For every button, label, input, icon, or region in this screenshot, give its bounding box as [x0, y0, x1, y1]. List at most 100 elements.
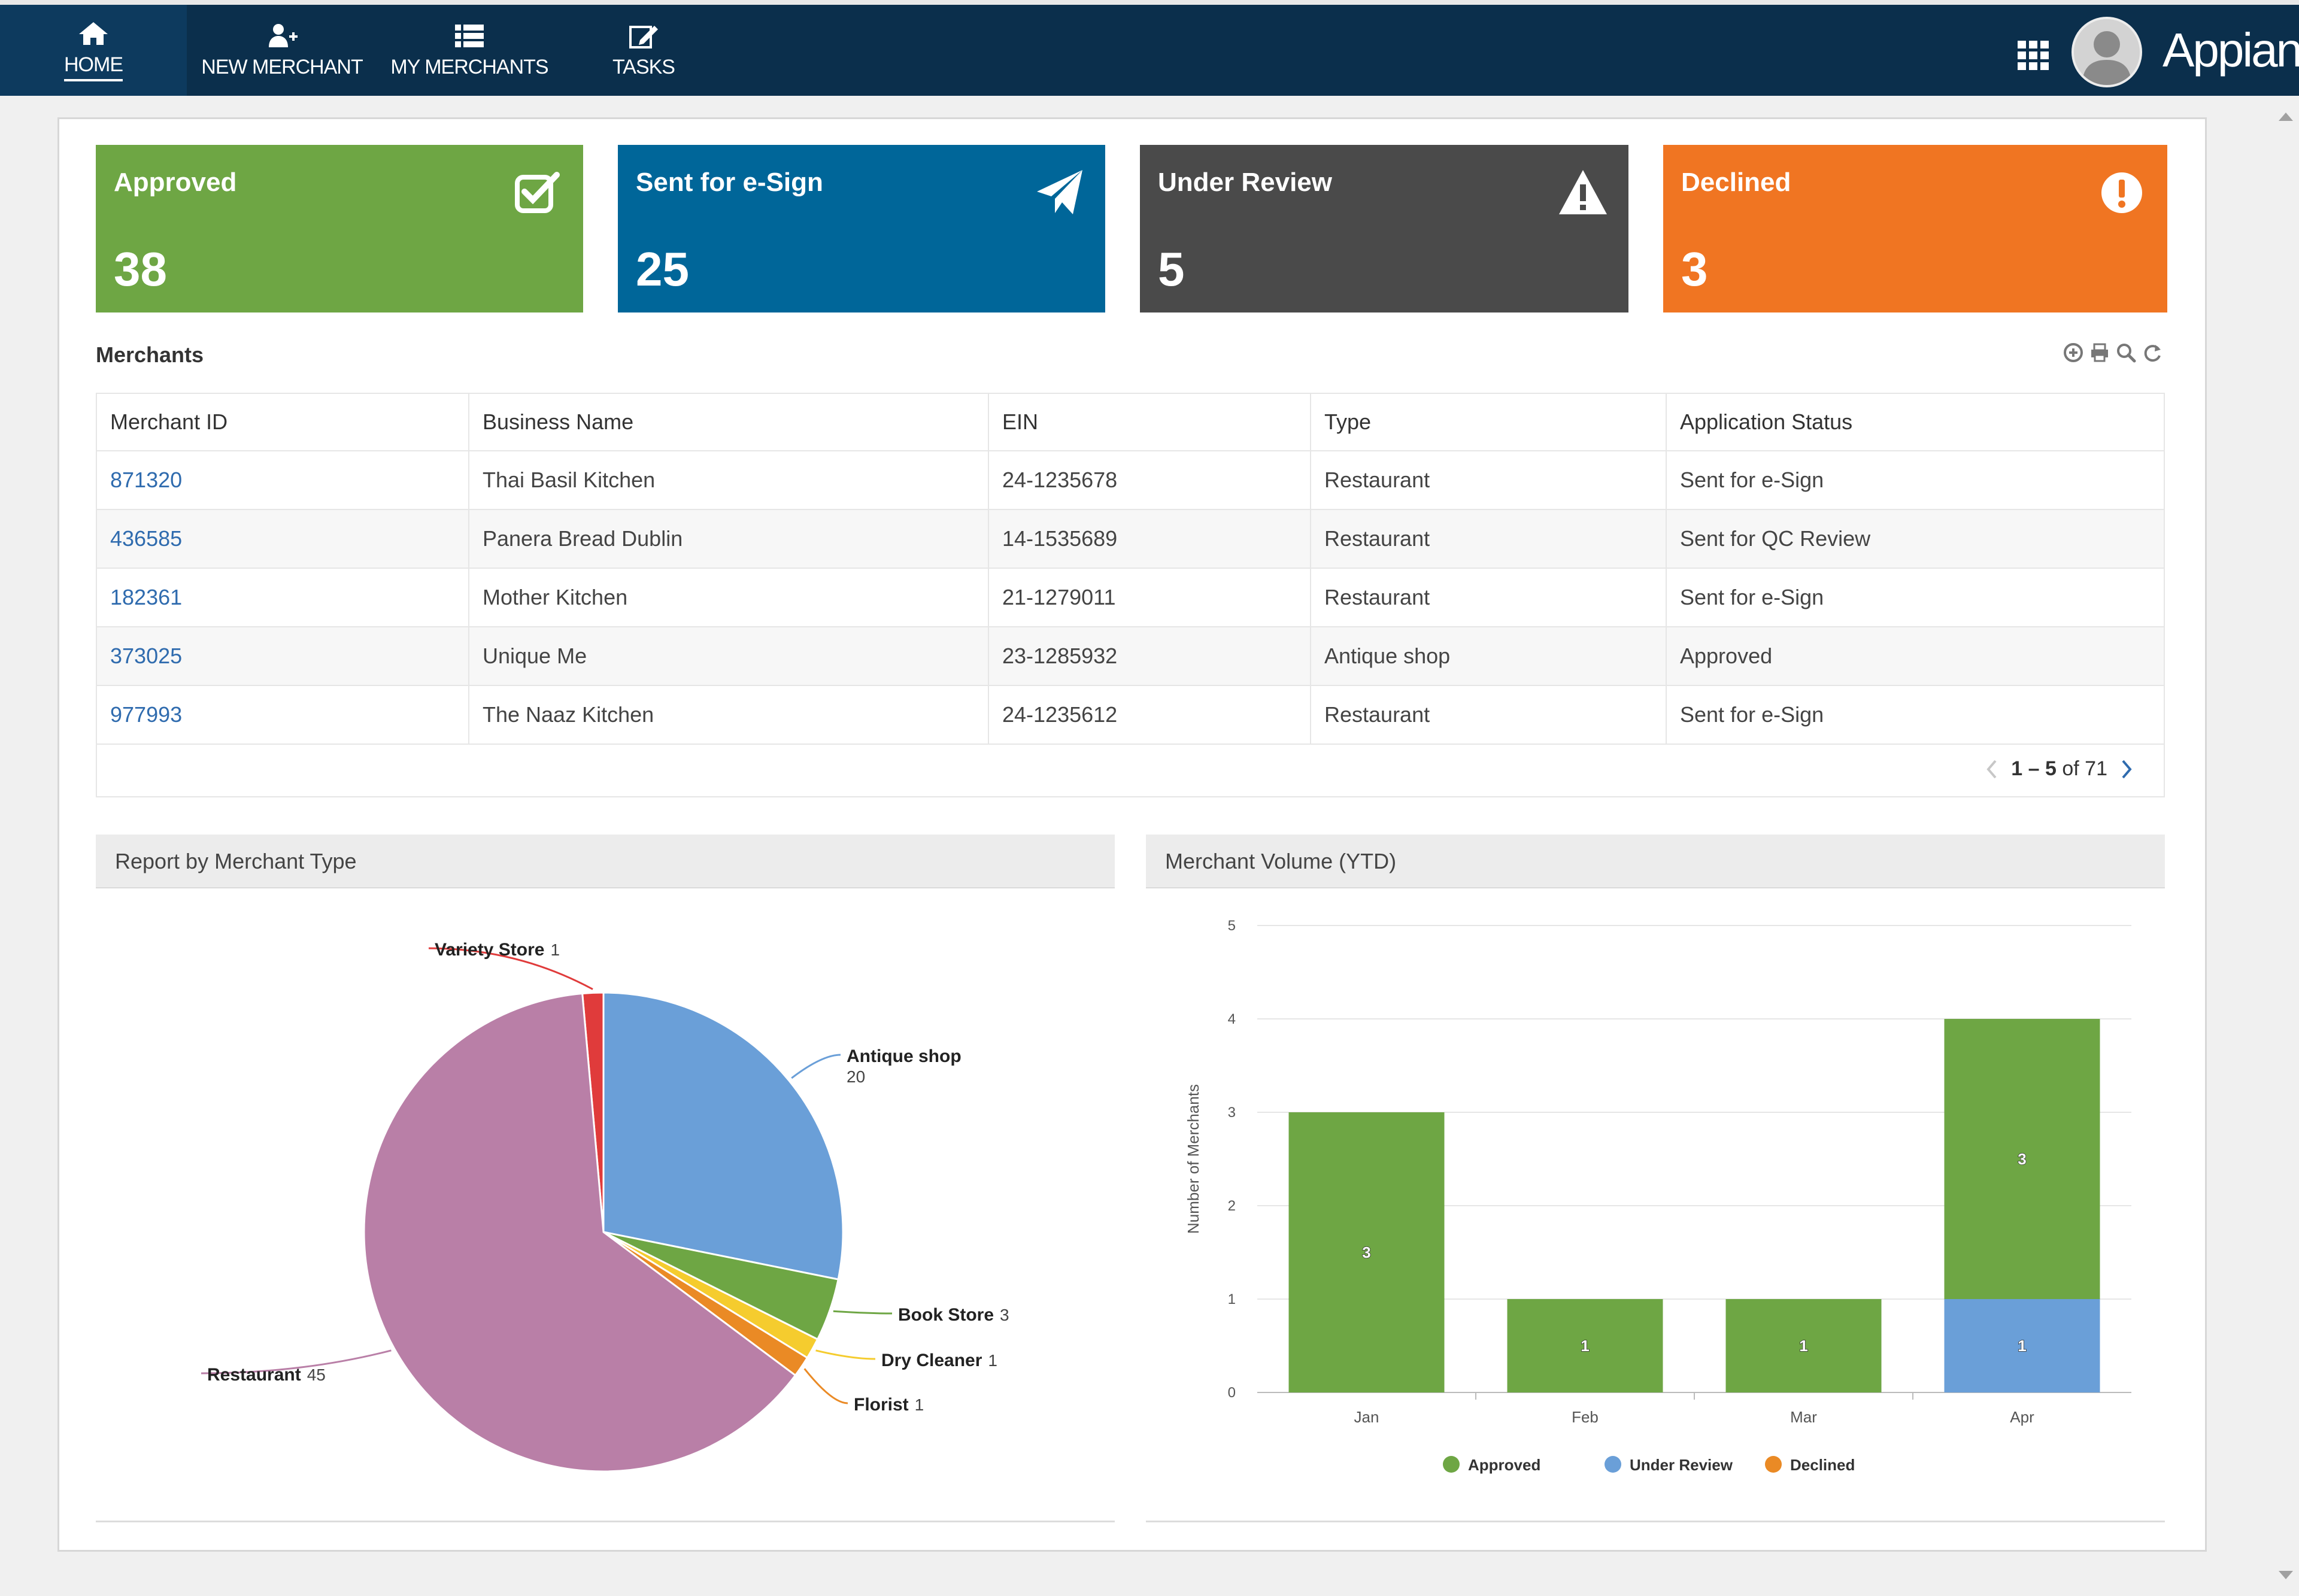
merchant-id-link[interactable]: 182361 [110, 585, 183, 609]
search-icon[interactable] [2116, 342, 2136, 363]
bar-jan-approved[interactable] [1288, 1112, 1445, 1392]
page-scrollbar[interactable] [2273, 96, 2299, 1596]
x-tick-label-apr: Apr [2010, 1408, 2034, 1426]
checkbox-check-icon [515, 172, 560, 213]
column-header-ein[interactable]: EIN [988, 394, 1311, 451]
bar-data-label: 1 [2018, 1337, 2026, 1355]
kpi-declined-value: 3 [1681, 242, 1708, 296]
y-tick-label: 5 [1228, 918, 1236, 934]
nav-my-merchants[interactable]: MY MERCHANTS [389, 5, 550, 96]
column-header-application-status[interactable]: Application Status [1666, 394, 2164, 451]
cell-type: Restaurant [1311, 685, 1667, 745]
pie-label-florist: Florist 1 [854, 1395, 924, 1415]
cell-merchant-id: 436585 [97, 509, 469, 569]
report-card-footer [96, 1521, 1115, 1522]
cell-type: Restaurant [1311, 509, 1667, 569]
y-tick-label: 1 [1228, 1291, 1236, 1307]
column-header-type[interactable]: Type [1311, 394, 1667, 451]
cell-ein: 21-1279011 [988, 568, 1311, 627]
scroll-down-icon[interactable] [2279, 1571, 2293, 1579]
cell-ein: 14-1535689 [988, 509, 1311, 569]
cell-business-name: Panera Bread Dublin [469, 509, 989, 569]
cell-status: Sent for e-Sign [1666, 451, 2164, 510]
exclamation-circle-icon [2101, 172, 2142, 213]
edit-icon [629, 25, 658, 48]
legend-label-approved[interactable]: Approved [1468, 1456, 1540, 1474]
legend-label-declined[interactable]: Declined [1790, 1456, 1855, 1474]
bar-data-label: 3 [2018, 1150, 2026, 1168]
bar-apr-under-review[interactable] [1944, 1299, 2100, 1392]
cell-merchant-id: 871320 [97, 451, 469, 510]
pie-slice-restaurant[interactable] [363, 992, 797, 1473]
nav-home-label: HOME [64, 53, 123, 81]
merchant-volume-bar-chart: 0 1 2 3 4 5 Number of Merchants 3 Jan 1 Feb 1 Mar 1 3… [1184, 918, 2131, 1474]
avatar[interactable] [2071, 17, 2142, 87]
kpi-approved-label: Approved [114, 168, 237, 197]
legend-marker-under-review [1605, 1456, 1621, 1473]
column-header-business-name[interactable]: Business Name [469, 394, 989, 451]
pager-label: 1 – 5 of 71 [2011, 757, 2107, 781]
merchant-id-link[interactable]: 373025 [110, 644, 183, 668]
legend-label-under-review[interactable]: Under Review [1630, 1456, 1733, 1474]
pager-range: 1 – 5 [2011, 757, 2057, 780]
cell-business-name: Mother Kitchen [469, 568, 989, 627]
volume-card-footer [1146, 1521, 2165, 1522]
kpi-under-review-value: 5 [1158, 242, 1185, 296]
kpi-sent-for-esign-label: Sent for e-Sign [636, 168, 823, 197]
x-tick-label-jan: Jan [1354, 1408, 1379, 1426]
column-header-merchant-id[interactable]: Merchant ID [97, 394, 469, 451]
merchants-grid: Merchant ID Business Name EIN Type Appli… [96, 393, 2165, 797]
pie-label-antique-shop: Antique shop 20 [847, 1046, 962, 1086]
merchant-id-link[interactable]: 436585 [110, 526, 183, 551]
legend-marker-approved [1443, 1456, 1460, 1473]
pager-total: of 71 [2062, 757, 2107, 780]
warning-icon [1559, 170, 1607, 214]
pie-label-book-store: Book Store 3 [898, 1305, 1009, 1325]
pager: 1 – 5 of 71 [1986, 757, 2133, 781]
y-tick-label: 0 [1228, 1385, 1236, 1401]
kpi-declined[interactable]: Declined 3 [1663, 145, 2167, 312]
report-card-title: Report by Merchant Type [115, 849, 357, 873]
kpi-approved[interactable]: Approved 38 [96, 145, 583, 312]
nav-home[interactable]: HOME [0, 5, 187, 96]
bar-mar-approved[interactable] [1725, 1299, 1882, 1392]
cell-ein: 24-1235678 [988, 451, 1311, 510]
bar-apr-approved[interactable] [1944, 1019, 2100, 1299]
volume-card-title: Merchant Volume (YTD) [1165, 849, 1397, 873]
nav-tasks-label: TASKS [612, 55, 675, 78]
cell-type: Restaurant [1311, 451, 1667, 510]
scroll-up-icon[interactable] [2279, 113, 2293, 121]
cell-business-name: Thai Basil Kitchen [469, 451, 989, 510]
app-grid-icon[interactable] [2016, 40, 2050, 71]
bar-data-label: 1 [1581, 1337, 1589, 1355]
pie-label-variety-store: Variety Store 1 [435, 940, 560, 960]
merchants-section-title: Merchants [96, 342, 204, 367]
pie-slice-antique-shop[interactable] [602, 991, 844, 1281]
y-axis-label: Number of Merchants [1184, 1084, 1202, 1234]
print-icon[interactable] [2089, 342, 2110, 363]
pie-label-restaurant: Restaurant 45 [207, 1365, 326, 1385]
merchant-id-link[interactable]: 977993 [110, 702, 183, 727]
cell-status: Sent for e-Sign [1666, 568, 2164, 627]
pie-connector-florist [803, 1368, 848, 1404]
kpi-sent-for-esign[interactable]: Sent for e-Sign 25 [618, 145, 1105, 312]
cell-merchant-id: 977993 [97, 685, 469, 745]
nav-tasks[interactable]: TASKS [599, 5, 689, 96]
bar-feb-approved[interactable] [1507, 1299, 1663, 1392]
kpi-under-review[interactable]: Under Review 5 [1140, 145, 1628, 312]
pie-connector-antique-shop [791, 1054, 841, 1079]
add-circle-icon[interactable] [2063, 342, 2083, 363]
nav-new-merchant[interactable]: NEW MERCHANT [198, 5, 366, 96]
merchant-id-link[interactable]: 871320 [110, 468, 183, 492]
volume-card-header: Merchant Volume (YTD) [1146, 835, 2165, 888]
pie-connector-variety-store [428, 947, 593, 990]
y-tick-label: 4 [1228, 1011, 1236, 1027]
cell-ein: 24-1235612 [988, 685, 1311, 745]
chevron-right-icon[interactable] [2121, 759, 2133, 779]
table-row: 373025 Unique Me 23-1285932 Antique shop… [97, 627, 2164, 686]
cell-ein: 23-1285932 [988, 627, 1311, 686]
refresh-icon[interactable] [2142, 342, 2162, 363]
chevron-left-icon[interactable] [1986, 759, 1998, 779]
grid-toolbar [2063, 342, 2162, 363]
cell-merchant-id: 182361 [97, 568, 469, 627]
